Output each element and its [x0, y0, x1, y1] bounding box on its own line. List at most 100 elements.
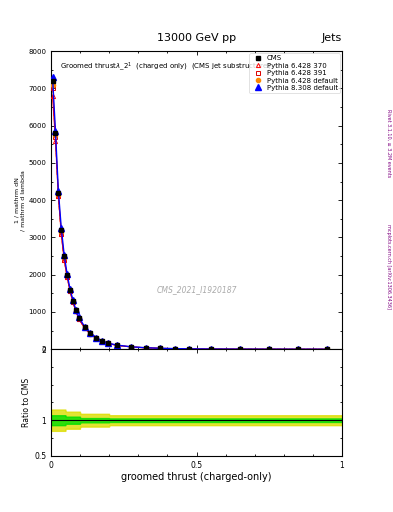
Pythia 6.428 default [114, 342, 119, 348]
CMS [267, 346, 272, 352]
CMS [187, 346, 192, 352]
Text: Rivet 3.1.10, ≥ 3.2M events: Rivet 3.1.10, ≥ 3.2M events [386, 109, 391, 178]
CMS [238, 346, 242, 352]
Pythia 8.308 default [238, 346, 242, 352]
Pythia 6.428 370 [53, 138, 58, 144]
Pythia 6.428 default [88, 331, 93, 337]
Pythia 6.428 default [71, 298, 75, 305]
Text: mcplots.cern.ch [arXiv:1306.3436]: mcplots.cern.ch [arXiv:1306.3436] [386, 224, 391, 309]
CMS [76, 314, 81, 321]
Pythia 8.308 default [158, 345, 163, 351]
Pythia 6.428 391 [173, 346, 177, 352]
Pythia 6.428 370 [94, 335, 99, 342]
Pythia 6.428 370 [129, 344, 134, 350]
CMS [59, 227, 64, 233]
Pythia 6.428 391 [187, 346, 192, 352]
Pythia 6.428 370 [76, 315, 81, 322]
Pythia 6.428 default [173, 346, 177, 352]
CMS [143, 345, 148, 351]
Pythia 8.308 default [173, 346, 177, 352]
CMS [296, 346, 301, 352]
Pythia 6.428 391 [59, 231, 64, 237]
Pythia 6.428 default [105, 340, 110, 346]
Pythia 6.428 default [82, 325, 87, 331]
CMS [105, 340, 110, 346]
Pythia 8.308 default [73, 307, 78, 313]
Pythia 6.428 370 [68, 288, 72, 294]
Text: CMS_2021_I1920187: CMS_2021_I1920187 [156, 285, 237, 294]
Legend: CMS, Pythia 6.428 370, Pythia 6.428 391, Pythia 6.428 default, Pythia 8.308 defa: CMS, Pythia 6.428 370, Pythia 6.428 391,… [249, 53, 340, 93]
Pythia 6.428 370 [62, 257, 66, 263]
Pythia 8.308 default [267, 346, 272, 352]
CMS [73, 307, 78, 313]
Pythia 6.428 391 [100, 338, 105, 344]
Pythia 6.428 391 [296, 346, 301, 352]
Pythia 6.428 391 [143, 345, 148, 351]
Pythia 8.308 default [59, 225, 64, 231]
CMS [56, 189, 61, 196]
CMS [209, 346, 213, 352]
Pythia 6.428 370 [173, 346, 177, 352]
Pythia 8.308 default [105, 340, 110, 346]
Pythia 6.428 370 [158, 345, 163, 351]
Pythia 6.428 370 [187, 346, 192, 352]
Pythia 8.308 default [65, 271, 70, 277]
CMS [88, 330, 93, 336]
Pythia 6.428 370 [73, 308, 78, 314]
Pythia 6.428 391 [105, 340, 110, 347]
Text: Groomed thrust$\lambda\_2^1$  (charged only)  (CMS jet substructure): Groomed thrust$\lambda\_2^1$ (charged on… [60, 60, 271, 73]
Pythia 6.428 391 [56, 194, 61, 200]
Pythia 6.428 370 [59, 231, 64, 237]
Pythia 6.428 default [73, 308, 78, 314]
CMS [68, 287, 72, 293]
Pythia 6.428 370 [88, 331, 93, 337]
Pythia 8.308 default [82, 324, 87, 330]
Pythia 6.428 370 [100, 338, 105, 344]
Pythia 6.428 default [68, 287, 72, 293]
Pythia 8.308 default [88, 330, 93, 336]
Line: Pythia 8.308 default: Pythia 8.308 default [50, 75, 330, 352]
Pythia 6.428 370 [105, 340, 110, 347]
Pythia 6.428 default [53, 132, 58, 138]
Y-axis label: 1 / mathrm dN
/ mathrm d lambda: 1 / mathrm dN / mathrm d lambda [15, 170, 26, 231]
Line: Pythia 6.428 391: Pythia 6.428 391 [50, 87, 329, 351]
CMS [158, 345, 163, 351]
Pythia 6.428 default [56, 191, 61, 198]
Pythia 8.308 default [296, 346, 301, 352]
Pythia 6.428 370 [209, 346, 213, 352]
Pythia 6.428 391 [94, 335, 99, 342]
Pythia 6.428 default [209, 346, 213, 352]
Pythia 6.428 391 [325, 346, 330, 352]
X-axis label: groomed thrust (charged-only): groomed thrust (charged-only) [121, 472, 272, 482]
Pythia 6.428 default [187, 346, 192, 352]
Pythia 6.428 391 [114, 342, 119, 348]
Pythia 6.428 391 [65, 273, 70, 280]
Pythia 6.428 default [267, 346, 272, 352]
Pythia 8.308 default [94, 334, 99, 340]
Pythia 8.308 default [114, 342, 119, 348]
Pythia 6.428 default [65, 273, 70, 279]
Y-axis label: Ratio to CMS: Ratio to CMS [22, 378, 31, 427]
Pythia 6.428 391 [73, 308, 78, 314]
Text: Jets: Jets [321, 33, 342, 44]
Pythia 6.428 391 [158, 345, 163, 351]
Pythia 8.308 default [71, 297, 75, 303]
Pythia 8.308 default [100, 337, 105, 344]
Line: CMS: CMS [50, 78, 330, 352]
Pythia 6.428 default [94, 335, 99, 341]
Line: Pythia 6.428 370: Pythia 6.428 370 [50, 94, 329, 351]
Pythia 6.428 default [296, 346, 301, 352]
Pythia 6.428 391 [62, 257, 66, 263]
Pythia 8.308 default [209, 346, 213, 352]
Pythia 8.308 default [76, 314, 81, 321]
CMS [94, 335, 99, 341]
Pythia 8.308 default [129, 344, 134, 350]
Pythia 6.428 370 [296, 346, 301, 352]
Pythia 6.428 370 [325, 346, 330, 352]
Pythia 6.428 391 [68, 288, 72, 294]
Pythia 6.428 default [59, 229, 64, 235]
CMS [62, 253, 66, 259]
CMS [53, 130, 58, 136]
Pythia 6.428 default [143, 345, 148, 351]
Pythia 8.308 default [56, 188, 61, 194]
